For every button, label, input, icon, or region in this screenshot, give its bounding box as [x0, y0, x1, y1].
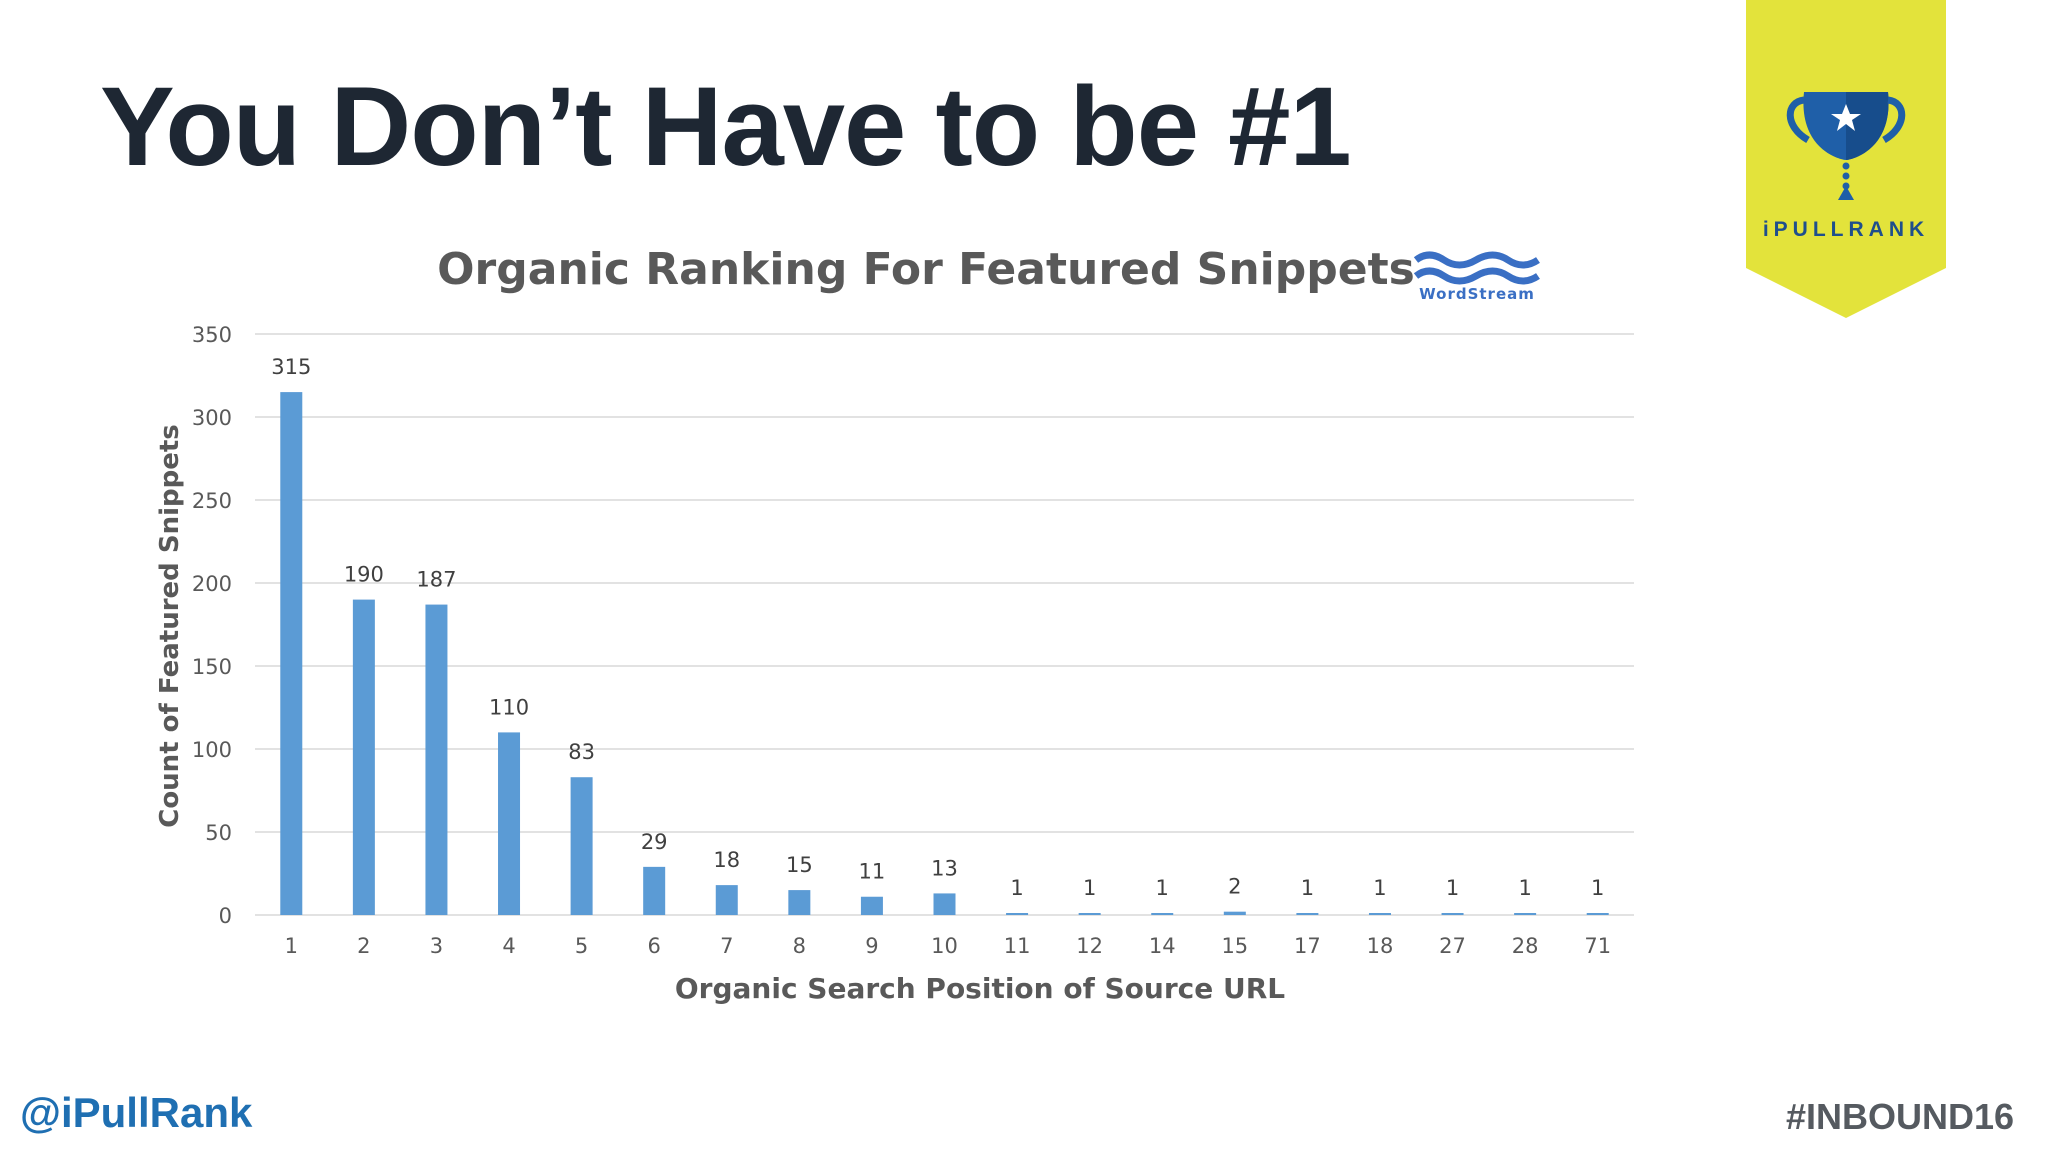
bar-position-3: [425, 604, 448, 915]
bar-position-7: [715, 885, 738, 915]
x-tick-label: 28: [1512, 934, 1539, 958]
bar-position-28: [1514, 913, 1537, 915]
x-tick-label: 71: [1584, 934, 1611, 958]
x-tick-label: 6: [647, 934, 660, 958]
bar-position-11: [1006, 913, 1029, 915]
x-tick-label: 17: [1294, 934, 1321, 958]
y-tick-label: 0: [219, 904, 232, 928]
y-tick-label: 350: [192, 323, 232, 347]
data-label: 1: [1518, 876, 1531, 900]
chart-title: Organic Ranking For Featured Snippets: [437, 244, 1415, 295]
data-label: 1: [1373, 876, 1386, 900]
data-label: 190: [344, 563, 384, 587]
x-tick-label: 27: [1439, 934, 1466, 958]
data-label: 1: [1010, 876, 1023, 900]
data-label: 2: [1228, 875, 1241, 899]
bar-position-15: [1223, 911, 1246, 915]
bar-position-12: [1078, 913, 1101, 915]
x-tick-label: 11: [1004, 934, 1031, 958]
wave-logo-icon: [1413, 251, 1540, 269]
x-tick-label: 12: [1076, 934, 1103, 958]
bar-position-1: [280, 392, 303, 916]
brand-name: iPULLRANK: [1763, 218, 1929, 241]
wordstream-wordmark: WordStream: [1419, 285, 1535, 303]
x-tick-label: 9: [865, 934, 878, 958]
bar-position-5: [570, 777, 593, 915]
data-label: 1: [1591, 876, 1604, 900]
data-label: 15: [786, 853, 813, 877]
data-label: 1: [1301, 876, 1314, 900]
x-tick-label: 14: [1149, 934, 1176, 958]
x-tick-label: 2: [357, 934, 370, 958]
y-tick-label: 300: [192, 406, 232, 430]
x-tick-label: 1: [285, 934, 298, 958]
trophy-icon: [1786, 92, 1906, 200]
x-tick-label: 7: [720, 934, 733, 958]
data-label: 11: [859, 860, 886, 884]
bar-position-14: [1151, 913, 1174, 915]
data-label: 315: [271, 355, 311, 379]
slide-title: You Don’t Have to be #1: [100, 64, 1352, 189]
data-label: 110: [489, 695, 529, 719]
bar-position-9: [860, 896, 883, 915]
data-label: 187: [416, 568, 456, 592]
data-label: 83: [568, 740, 595, 764]
bar-position-2: [352, 599, 375, 915]
x-tick-label: 4: [502, 934, 515, 958]
bar-position-6: [643, 866, 666, 915]
x-axis-title: Organic Search Position of Source URL: [675, 972, 1285, 1005]
data-label: 29: [641, 830, 668, 854]
y-tick-label: 200: [192, 572, 232, 596]
bar-position-4: [498, 732, 521, 915]
data-label: 1: [1083, 876, 1096, 900]
data-label: 1: [1156, 876, 1169, 900]
bar-position-27: [1441, 913, 1464, 915]
y-tick-label: 250: [192, 489, 232, 513]
bar-position-8: [788, 890, 811, 915]
x-tick-label: 8: [793, 934, 806, 958]
bar-position-18: [1368, 913, 1391, 915]
x-tick-label: 5: [575, 934, 588, 958]
y-tick-label: 100: [192, 738, 232, 762]
bar-position-10: [933, 893, 956, 915]
y-tick-label: 50: [205, 821, 232, 845]
bar-position-71: [1586, 913, 1609, 915]
x-tick-label: 10: [931, 934, 958, 958]
ipullrank-banner: iPULLRANK: [1746, 0, 1946, 318]
x-tick-label: 18: [1367, 934, 1394, 958]
data-label: 1: [1446, 876, 1459, 900]
event-hashtag: #INBOUND16: [1785, 1096, 2014, 1137]
data-label: 18: [713, 848, 740, 872]
wordstream-logo: WordStream: [1413, 251, 1540, 303]
data-label: 13: [931, 856, 958, 880]
twitter-handle[interactable]: @iPullRank: [20, 1089, 253, 1136]
y-tick-label: 150: [192, 655, 232, 679]
y-axis-title: Count of Featured Snippets: [155, 424, 185, 828]
x-tick-label: 3: [430, 934, 443, 958]
bar-position-17: [1296, 913, 1319, 915]
x-tick-label: 15: [1221, 934, 1248, 958]
